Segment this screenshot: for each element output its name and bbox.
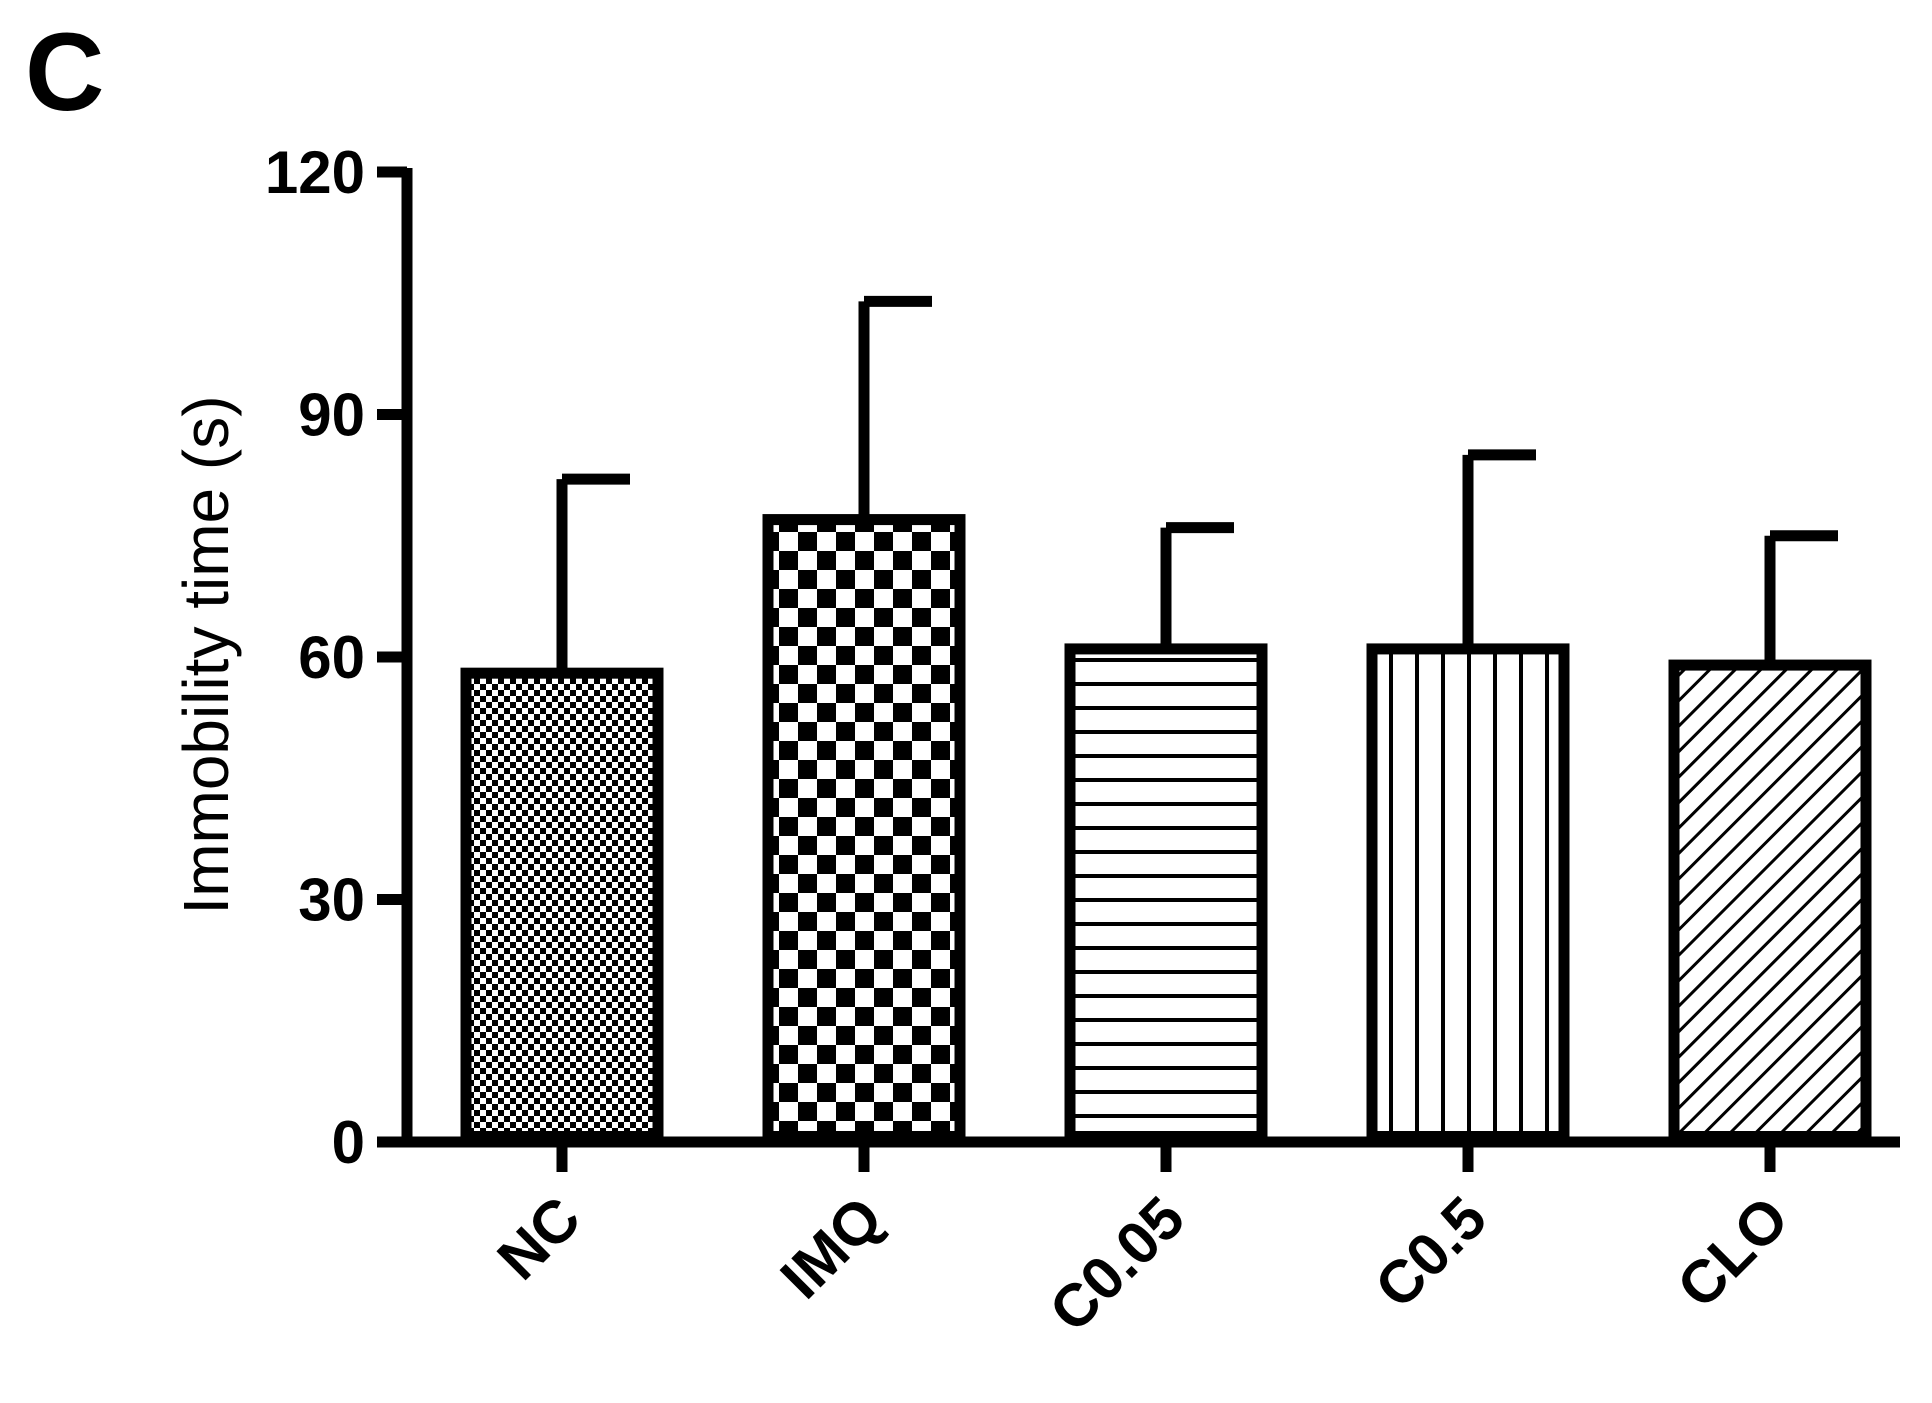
bars-group bbox=[460, 295, 1872, 1143]
x-tick-label-c0-05: C0.05 bbox=[1037, 1184, 1198, 1345]
x-tick-label-c0-5: C0.5 bbox=[1362, 1184, 1499, 1321]
x-axis bbox=[402, 1136, 1900, 1172]
panel-label: C bbox=[25, 11, 104, 134]
y-tick-label-0: 0 bbox=[332, 1109, 365, 1176]
y-tick-label-120: 120 bbox=[265, 139, 365, 206]
bar-imq bbox=[762, 514, 966, 1142]
y-axis-label: Immobility time (s) bbox=[170, 395, 242, 914]
y-tick-label-90: 90 bbox=[298, 382, 365, 449]
x-tick-label-imq: IMQ bbox=[768, 1184, 896, 1312]
bar-nc bbox=[460, 667, 664, 1143]
bar-clo bbox=[1668, 659, 1872, 1142]
y-tick-label-30: 30 bbox=[298, 867, 365, 934]
y-tick-label-60: 60 bbox=[298, 624, 365, 691]
bar-c0-5 bbox=[1366, 643, 1570, 1143]
x-tick-label-clo: CLO bbox=[1664, 1184, 1801, 1321]
bar-c0-05 bbox=[1064, 643, 1268, 1143]
x-tick-label-nc: NC bbox=[485, 1184, 594, 1293]
y-axis: 0 30 60 90 120 bbox=[265, 139, 413, 1176]
x-tick-labels: NC IMQ C0.05 C0.5 CLO bbox=[485, 1184, 1802, 1345]
